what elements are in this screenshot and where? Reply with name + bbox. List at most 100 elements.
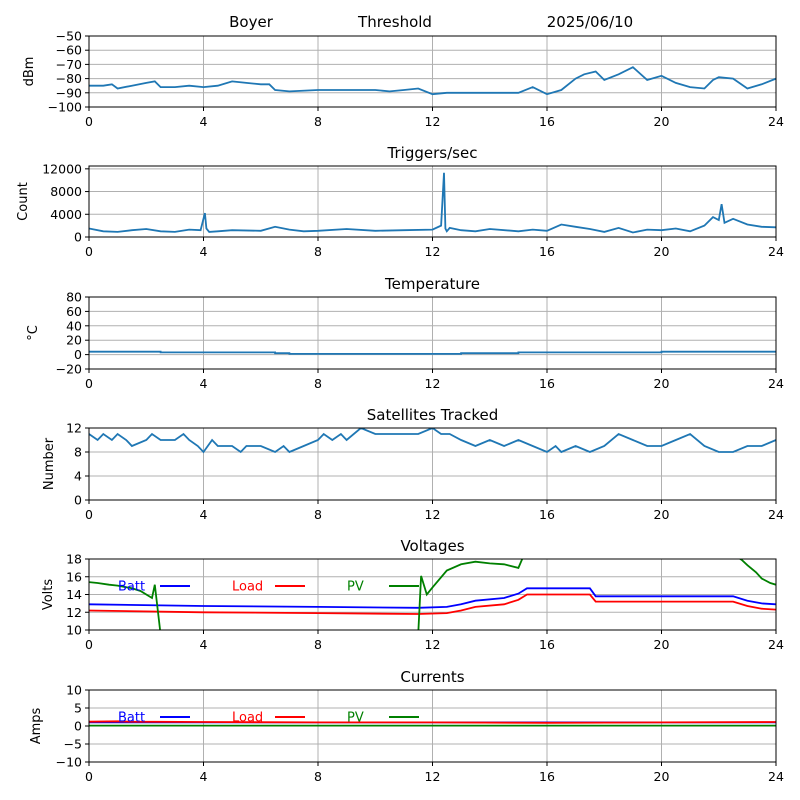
y-tick-label: −100 [48,100,82,115]
legend-label-load: Load [232,580,263,595]
y-axis-label: °C [26,325,41,341]
y-tick-label: 18 [66,552,82,567]
y-tick-label: 4 [74,469,82,484]
panel-title: Temperature [384,275,480,293]
x-tick-label: 0 [85,507,93,522]
y-tick-label: 0 [74,347,82,362]
x-tick-label: 16 [539,244,555,259]
x-tick-label: 0 [85,114,93,129]
series-line-load [89,593,776,615]
panel-threshold: 0 4 8 12 16 20 24 −50−60−70−80−90−100 dBm [22,29,784,130]
series-line-load [89,720,776,724]
y-tick-label: −50 [56,29,82,44]
series-line [89,428,776,454]
x-tick-label: 24 [768,114,784,129]
y-tick-label: 0 [74,493,82,508]
y-tick-label: 0 [74,230,82,245]
series-line-batt [89,587,776,609]
series-line [89,350,776,355]
x-tick-label: 8 [314,507,322,522]
x-tick-label: 0 [85,244,93,259]
y-tick-label: −5 [64,737,82,752]
y-tick-label: 12000 [42,161,82,176]
x-tick-label: 24 [768,769,784,784]
panel-satellites: 0 4 8 12 16 20 24 0 4 8 12 Satellites Tracked Number [42,406,784,522]
x-tick-label: 12 [425,376,441,391]
y-tick-label: 14 [66,587,82,602]
y-axis-label: Amps [29,707,44,744]
x-tick-label: 8 [314,769,322,784]
panel-title: Voltages [400,537,464,555]
x-tick-label: 0 [85,769,93,784]
x-tick-label: 16 [539,376,555,391]
panel-title: Satellites Tracked [367,406,498,424]
x-tick-label: 16 [539,769,555,784]
x-tick-label: 20 [654,114,670,129]
y-tick-label: 10 [66,623,82,638]
x-tick-label: 4 [200,769,208,784]
x-tick-label: 20 [654,244,670,259]
x-tick-label: 0 [85,637,93,652]
series-line-pv [89,559,776,630]
x-tick-label: 8 [314,637,322,652]
y-tick-label: 5 [74,701,82,716]
x-tick-label: 0 [85,376,93,391]
x-tick-label: 20 [654,769,670,784]
x-tick-label: 8 [314,376,322,391]
panel-currents: 0 4 8 12 16 20 24 −10 −5 0 5 10 Currents Amps Batt Load… [29,668,784,784]
y-axis-label: dBm [22,57,37,87]
x-tick-label: 4 [200,507,208,522]
y-tick-label: −80 [56,71,82,86]
plot-date: 2025/06/10 [547,13,633,31]
plot-label: Threshold [357,13,432,31]
station-name: Boyer [229,13,274,31]
y-tick-label: −60 [56,43,82,58]
series-line [89,172,776,234]
y-tick-label: 4000 [50,207,82,222]
x-tick-label: 20 [654,637,670,652]
x-tick-label: 16 [539,637,555,652]
y-tick-label: 12 [66,421,82,436]
x-tick-label: 24 [768,376,784,391]
panel-title: Triggers/sec [387,144,478,162]
x-tick-label: 24 [768,637,784,652]
y-tick-label: 0 [74,719,82,734]
legend-label-batt: Batt [118,580,145,595]
y-tick-label: 80 [66,290,82,305]
y-axis-label: Number [42,437,57,490]
y-tick-label: 10 [66,683,82,698]
x-tick-label: 8 [314,244,322,259]
y-axis-label: Count [16,182,31,221]
panel-triggers: 0 4 8 12 16 20 24 0 4000 8000 12000 Triggers/sec Cou… [16,144,784,259]
x-tick-label: 12 [425,244,441,259]
y-tick-label: −90 [56,85,82,100]
x-tick-label: 24 [768,507,784,522]
x-tick-label: 4 [200,637,208,652]
x-tick-label: 20 [654,507,670,522]
y-tick-label: −70 [56,57,82,72]
y-tick-label: 40 [66,318,82,333]
x-tick-label: 12 [425,769,441,784]
y-tick-label: −10 [56,755,82,770]
legend-label-pv: PV [347,711,364,726]
x-tick-label: 16 [539,507,555,522]
y-axis-label: Volts [41,579,56,611]
legend-label-pv: PV [347,580,364,595]
y-tick-label: 8 [74,445,82,460]
y-tick-label: 8000 [50,184,82,199]
x-tick-label: 20 [654,376,670,391]
y-tick-label: 20 [66,333,82,348]
x-tick-label: 8 [314,114,322,129]
x-tick-label: 24 [768,244,784,259]
y-tick-label: 16 [66,569,82,584]
x-tick-label: 4 [200,376,208,391]
y-tick-label: 60 [66,304,82,319]
panel-title: Currents [400,668,464,686]
y-tick-label: 12 [66,605,82,620]
panel-voltages: 0 4 8 12 16 20 24 10 12 14 16 18 Voltages Volts Batt Lo… [41,537,784,652]
x-tick-label: 16 [539,114,555,129]
x-tick-label: 4 [200,114,208,129]
legend-label-load: Load [232,711,263,726]
x-tick-label: 12 [425,637,441,652]
